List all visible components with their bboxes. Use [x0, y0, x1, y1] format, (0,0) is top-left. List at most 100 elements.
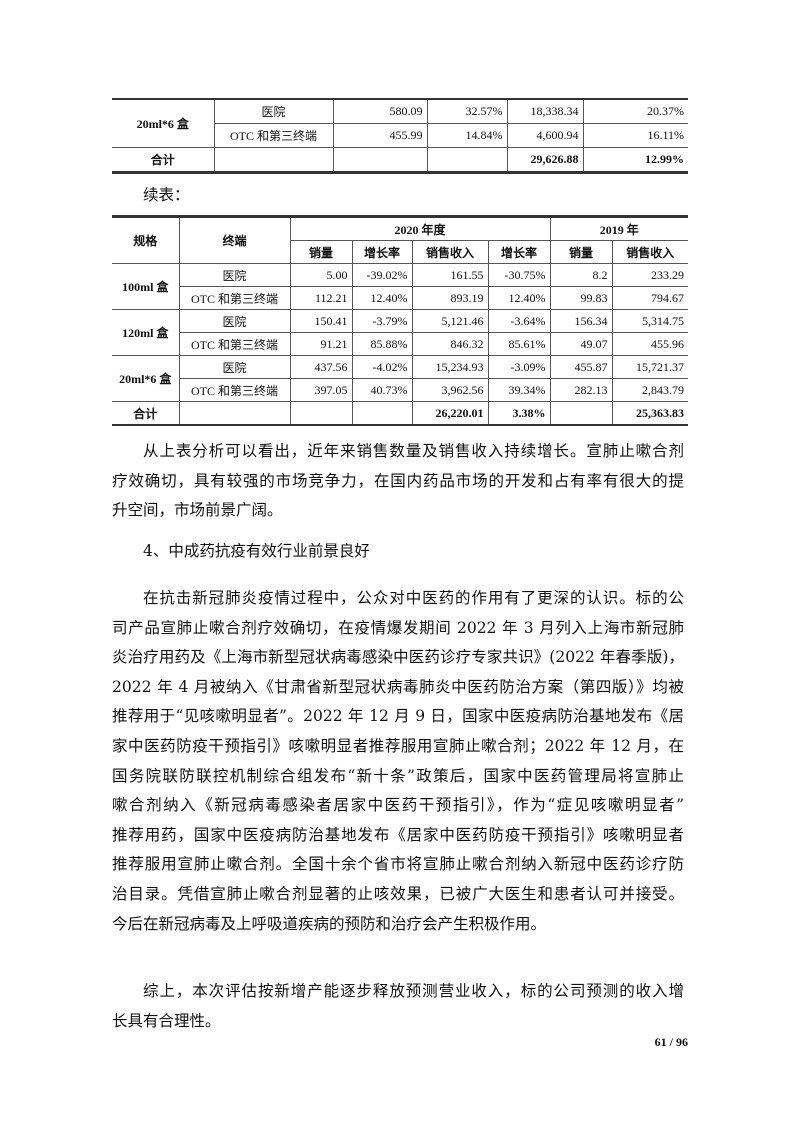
total-row: 合计 29,626.88 12.99% [112, 147, 688, 173]
value-cell [426, 147, 508, 173]
value-cell: 18,338.34 [506, 98, 584, 124]
terminal-cell: OTC 和第三终端 [214, 123, 334, 148]
table-row: 20ml*6 盒医院 437.56 -4.02% 15,234.93 -3.09% 455… [112, 355, 688, 402]
value-cell: -3.09% [487, 355, 551, 379]
value-cell: 12.99% [582, 147, 688, 173]
text-line: 国务院联防联控机制综合组发布“新十条”政策后，国家中医药管理局将宣肺止 [112, 766, 684, 785]
text-line: 2022 年 4 月被纳入《甘肃省新型冠状病毒肺炎中医药防治方案（第四版）》均被 [112, 677, 684, 696]
value-cell: 25,363.83 [611, 401, 688, 426]
text-line: 升空间，市场前景广阔。 [112, 501, 283, 520]
value-cell: -30.75% [487, 263, 551, 287]
value-cell: 32.57% [426, 98, 508, 124]
value-cell: 893.19 [411, 286, 489, 310]
value-cell: -39.02% [351, 263, 413, 287]
column-header: 增长率 [487, 240, 551, 264]
value-cell: 14.84% [426, 123, 508, 148]
continued-label: 续表： [143, 186, 190, 204]
value-cell: 437.56 [289, 355, 353, 379]
value-cell: 580.09 [332, 98, 428, 124]
value-cell: 455.99 [332, 123, 428, 148]
paragraph-summary: 综上，本次评估按新增产能逐步释放预测营业收入，标的公司预测的收入增长具有合理性。 [112, 977, 684, 1036]
text-line: 综上，本次评估按新增产能逐步释放预测营业收入，标的公司预测的收入增 [143, 982, 684, 1000]
value-cell: 112.21 [289, 286, 353, 310]
value-cell: -3.79% [351, 309, 413, 333]
spec-cell: 20ml*6 盒 [112, 355, 180, 402]
terminal-cell: OTC 和第三终端 [179, 378, 291, 402]
value-cell: 5.00 [289, 263, 353, 287]
header-terminal: 终端 [178, 216, 291, 264]
paragraph-covid: 在抗击新冠肺炎疫情过程中，公众对中医药的作用有了更深的认识。标的公司产品宣肺止嗽… [112, 584, 684, 939]
value-cell: 5,121.46 [411, 309, 489, 333]
value-cell: 397.05 [289, 378, 353, 402]
terminal-cell: 医院 [178, 309, 291, 333]
value-cell: 39.34% [487, 378, 551, 402]
value-cell: 26,220.01 [411, 401, 489, 426]
value-cell: 12.40% [351, 286, 413, 310]
terminal-cell: 医院 [213, 98, 334, 124]
value-cell: 156.34 [549, 309, 613, 333]
text-line: 司产品宣肺止嗽合剂疗效确切，在疫情爆发期间 2022 年 3 月列入上海市新冠肺 [112, 618, 684, 637]
sales-table-part2: 规格 终端 2020 年度 2019 年 销量 增长率 销售收入 增长率 销量 销售收入 … [112, 215, 688, 426]
terminal-cell: 医院 [178, 355, 291, 379]
column-header: 销售收入 [411, 240, 489, 264]
value-cell: 85.61% [487, 332, 551, 356]
text-line: 推荐用药，国家中医疫病防治基地发布《居家中医药防疫干预指引》咳嗽明显者 [112, 825, 684, 844]
value-cell: 846.32 [411, 332, 489, 356]
empty-cell [178, 401, 291, 426]
value-cell: -4.02% [351, 355, 413, 379]
value-cell: 8.2 [549, 263, 613, 287]
table-row: OTC 和第三终端 91.21 85.88% 846.32 85.61% 49.07 455… [112, 332, 688, 356]
section-heading: 4、中成药抗疫有效行业前景良好 [143, 542, 370, 560]
column-header: 增长率 [351, 240, 413, 264]
value-cell: 282.13 [549, 378, 613, 402]
value-cell: 85.88% [351, 332, 413, 356]
text-line: 长具有合理性。 [112, 1011, 221, 1030]
value-cell: 161.55 [411, 263, 489, 287]
value-cell: 150.41 [289, 309, 353, 333]
column-header: 销量 [549, 240, 613, 264]
value-cell: -3.64% [487, 309, 551, 333]
spec-cell: 20ml*6 盒 [112, 98, 215, 148]
terminal-cell: OTC 和第三终端 [179, 332, 291, 356]
total-label: 合计 [112, 401, 180, 426]
value-cell: 455.87 [549, 355, 613, 379]
text-line: 在抗击新冠肺炎疫情过程中，公众对中医药的作用有了更深的认识。标的公 [143, 589, 684, 607]
page-number: 61 / 96 [654, 1035, 688, 1049]
text-line: 从上表分析可以看出，近年来销售数量及销售收入持续增长。宣肺止嗽合剂 [143, 442, 684, 460]
value-cell: 455.96 [611, 332, 688, 356]
value-cell: 20.37% [582, 98, 688, 124]
value-cell: 99.83 [549, 286, 613, 310]
value-cell [549, 401, 613, 426]
value-cell: 91.21 [289, 332, 353, 356]
value-cell [332, 147, 428, 173]
value-cell: 5,314.75 [611, 309, 688, 333]
value-cell: 233.29 [611, 263, 688, 287]
value-cell: 16.11% [582, 123, 688, 148]
value-cell: 15,234.93 [411, 355, 489, 379]
value-cell: 15,721.37 [611, 355, 688, 379]
sales-table-part1: 20ml*6 盒 医院 580.09 32.57% 18,338.34 20.3… [112, 98, 688, 174]
text-line: 炎治疗用药及《上海市新型冠状病毒感染中医药诊疗专家共识》(2022 年春季版)， [112, 648, 684, 667]
terminal-cell: OTC 和第三终端 [179, 286, 291, 310]
value-cell: 3.38% [487, 401, 551, 426]
text-line: 今后在新冠病毒及上呼吸道疾病的预防和治疗会产生积极作用。 [112, 914, 547, 933]
text-line: 家中医药防疫干预指引》咳嗽明显者推荐服用宣肺止嗽合剂；2022 年 12 月，在 [112, 736, 684, 755]
table-row: 100ml 盒医院 5.00 -39.02% 161.55 -30.75% 8.2 233.… [112, 263, 688, 310]
text-line: 疗效确切，具有较强的市场竞争力，在国内药品市场的开发和占有率有很大的提 [112, 471, 684, 490]
total-row: 合计 26,220.01 3.38% 25,363.83 [112, 401, 688, 426]
table-row: OTC 和第三终端 112.21 12.40% 893.19 12.40% 99.83 79… [112, 286, 688, 310]
spec-cell: 100ml 盒 [112, 263, 180, 310]
table-row: 20ml*6 盒 医院 580.09 32.57% 18,338.34 20.3… [112, 98, 688, 148]
value-cell: 49.07 [549, 332, 613, 356]
value-cell: 2,843.79 [611, 378, 688, 402]
value-cell: 12.40% [487, 286, 551, 310]
column-header: 销量 [290, 240, 353, 264]
text-line: 推荐服用宣肺止嗽合剂。全国十余个省市将宣肺止嗽合剂纳入新冠中医药诊疗防 [112, 855, 684, 874]
terminal-cell: 医院 [178, 263, 291, 287]
value-cell: 794.67 [611, 286, 688, 310]
header-2019: 2019 年 [549, 216, 688, 241]
value-cell: 29,626.88 [506, 147, 584, 173]
text-line: 治目录。凭借宣肺止嗽合剂显著的止咳效果，已被广大医生和患者认可并接受。 [112, 884, 684, 903]
text-line: 推荐用于“见咳嗽明显者”。2022 年 12 月 9 日，国家中医疫病防治基地发… [112, 707, 684, 726]
value-cell: 40.73% [351, 378, 413, 402]
